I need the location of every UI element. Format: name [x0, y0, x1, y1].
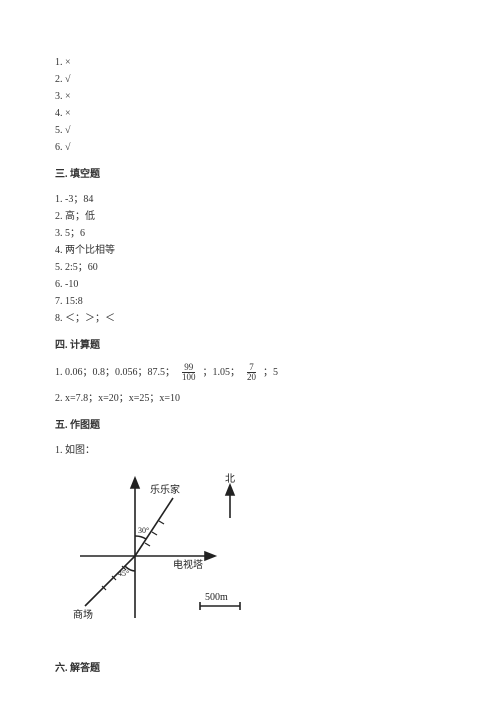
section4-answers: 1. 0.06；0.8；0.056；87.5； 99 100 ；1.05； 7 …	[55, 363, 445, 406]
fill-item: 4. 两个比相等	[55, 243, 445, 258]
calc-line-1: 1. 0.06；0.8；0.056；87.5； 99 100 ；1.05； 7 …	[55, 363, 445, 383]
fill-item: 1. -3；84	[55, 192, 445, 207]
judge-item: 1. ×	[55, 55, 445, 70]
angle-arc-30	[135, 536, 146, 539]
section3-title: 三. 填空题	[55, 167, 445, 182]
label-scale: 500m	[205, 592, 228, 603]
calc-line-2: 2. x=7.8；x=20；x=25；x=10	[55, 391, 445, 406]
tick	[159, 521, 164, 524]
fill-item: 8. ＜；＞；＜	[55, 311, 445, 326]
diagram-container: 乐乐家 北 电视塔 商场 500m 30° 45°	[55, 468, 445, 643]
tick	[152, 532, 157, 535]
section3-answers: 1. -3；84 2. 高；低 3. 5；6 4. 两个比相等 5. 2:5；6…	[55, 192, 445, 326]
calc-mid: ；1.05；	[203, 365, 241, 380]
tick	[145, 543, 150, 546]
judge-item: 3. ×	[55, 89, 445, 104]
arrow-up-icon	[131, 478, 139, 488]
fill-item: 3. 5；6	[55, 226, 445, 241]
arrow-right-icon	[205, 552, 215, 560]
label-lele: 乐乐家	[150, 483, 180, 496]
calc-prefix: 1. 0.06；0.8；0.056；87.5；	[55, 365, 175, 380]
fraction-99-100: 99 100	[180, 363, 198, 383]
judge-answers: 1. × 2. √ 3. × 4. × 5. √ 6. √	[55, 55, 445, 155]
fill-item: 6. -10	[55, 277, 445, 292]
fraction-7-20: 7 20	[245, 363, 258, 383]
label-tower: 电视塔	[173, 558, 203, 571]
label-mall: 商场	[73, 608, 93, 621]
calc-suffix: ；5	[263, 365, 278, 380]
label-angle30: 30°	[138, 526, 149, 535]
frac-den: 20	[245, 373, 258, 382]
judge-item: 2. √	[55, 72, 445, 87]
fill-item: 2. 高；低	[55, 209, 445, 224]
line-mall	[85, 556, 135, 606]
frac-den: 100	[180, 373, 198, 382]
section5-line1: 1. 如图：	[55, 443, 445, 458]
section4-title: 四. 计算题	[55, 338, 445, 353]
judge-item: 5. √	[55, 123, 445, 138]
fill-item: 5. 2:5；60	[55, 260, 445, 275]
section5-title: 五. 作图题	[55, 418, 445, 433]
label-angle45: 45°	[118, 569, 129, 578]
label-north: 北	[225, 473, 235, 485]
judge-item: 4. ×	[55, 106, 445, 121]
section6-title: 六. 解答题	[55, 661, 445, 676]
judge-item: 6. √	[55, 140, 445, 155]
fill-item: 7. 15:8	[55, 294, 445, 309]
north-arrow-head-icon	[226, 485, 234, 495]
diagram-svg: 乐乐家 北 电视塔 商场 500m 30° 45°	[55, 468, 275, 638]
